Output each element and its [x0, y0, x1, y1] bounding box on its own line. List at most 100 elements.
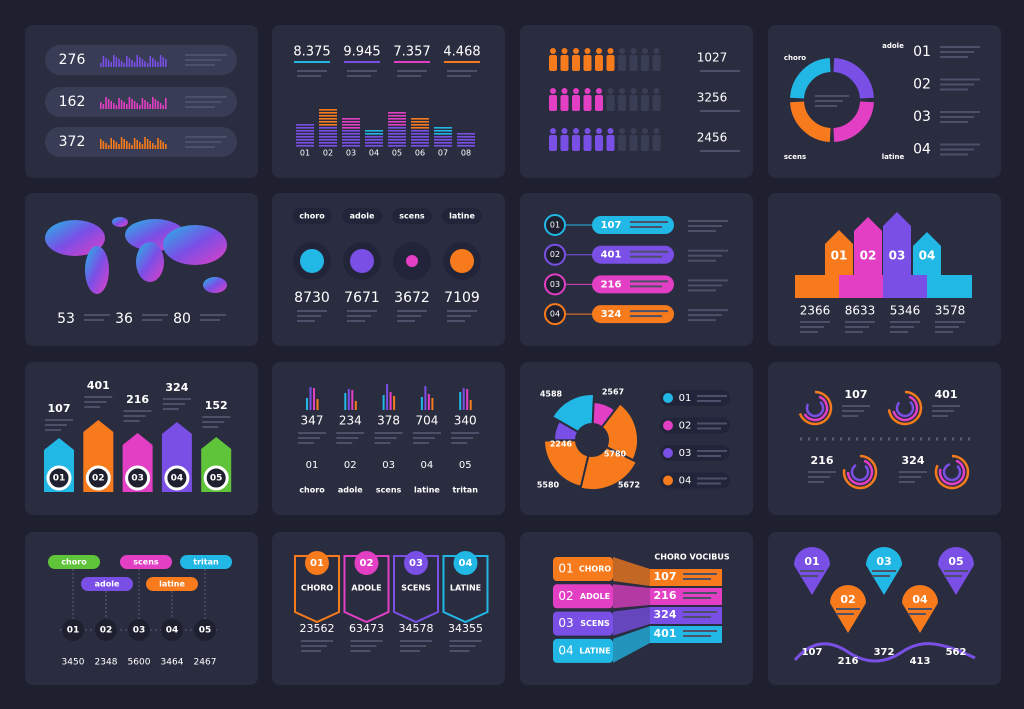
column-line [388, 115, 406, 117]
column-line [388, 124, 406, 126]
timeline-tag [48, 555, 100, 569]
column-line [319, 124, 337, 126]
column-line [319, 145, 337, 147]
circle-label: scens [399, 212, 425, 221]
person-body [618, 55, 626, 71]
sparkline-bar [144, 61, 146, 67]
person-body [606, 55, 615, 71]
placeholder-line [202, 426, 219, 428]
column-line [365, 145, 383, 147]
donut-label: adole [882, 42, 904, 50]
stat-pill [45, 127, 237, 157]
placeholder-line [451, 442, 468, 444]
badge-outline [343, 555, 390, 624]
column-line [342, 127, 360, 129]
timeline-number: 05 [199, 626, 212, 636]
person-body [560, 95, 569, 111]
mini-bar-number: 03 [382, 460, 395, 471]
placeholder-line [162, 408, 179, 410]
person-head [619, 88, 625, 94]
placeholder-line [202, 421, 225, 423]
placeholder-line [688, 225, 722, 227]
circle-label: latine [449, 212, 475, 221]
mini-bar-number: 01 [306, 460, 319, 471]
column-line [319, 118, 337, 120]
placeholder-line [688, 289, 716, 292]
sparkline-bar [146, 102, 149, 109]
pin-number: 04 [912, 593, 928, 606]
funnel-label: LATINE [579, 646, 610, 655]
column-line [411, 139, 429, 141]
sparkline-bar [141, 59, 144, 67]
sparkline-bar [102, 56, 105, 67]
mini-bar [382, 395, 385, 410]
column-line [319, 142, 337, 144]
placeholder-line [185, 136, 227, 138]
ring-value: 216 [811, 454, 834, 467]
placeholder-line [944, 570, 968, 572]
timeline-tag [120, 555, 172, 569]
sparkline-bar [144, 137, 146, 149]
timeline-value: 5600 [128, 658, 151, 668]
timeline-node [95, 619, 117, 641]
sparkline-bar [105, 143, 107, 149]
person-head [573, 48, 579, 54]
pin-number: 05 [948, 555, 963, 568]
sparkline-bar [133, 138, 136, 149]
placeholder-line [400, 650, 420, 652]
placeholder-line [800, 321, 830, 323]
placeholder-line [688, 309, 728, 312]
badge-value: 34578 [399, 622, 434, 635]
map-value: 80 [173, 311, 191, 327]
sparkline-bar [126, 104, 128, 109]
mini-bar-label: choro [299, 486, 325, 495]
pill-number-ring [544, 214, 566, 236]
funnel-value: 324 [654, 608, 677, 621]
sparkline-bar [102, 104, 105, 109]
pie-legend-number: 02 [679, 421, 692, 432]
mini-bar-value: 340 [454, 414, 477, 428]
sparkline-bar [136, 103, 138, 109]
placeholder-line [297, 315, 321, 317]
placeholder-line [697, 400, 721, 402]
person-body [606, 135, 615, 151]
placeholder-line [940, 78, 980, 81]
pill-number-ring [544, 273, 566, 296]
placeholder-line [899, 476, 921, 478]
pill-number: 04 [550, 310, 560, 319]
sparkline-bar [131, 99, 133, 109]
placeholder-line [630, 226, 662, 228]
badge-circle [305, 551, 329, 575]
placeholder-line [162, 403, 185, 405]
placeholder-line [84, 314, 110, 316]
circle-label: choro [299, 212, 325, 221]
sparkline-bar [115, 105, 118, 109]
funnel-left [553, 611, 613, 636]
placeholder-line [200, 319, 220, 321]
placeholder-line [350, 640, 383, 642]
column-line [457, 142, 475, 144]
column-line [457, 133, 475, 135]
person-head [573, 128, 579, 134]
pie-legend-dot [663, 420, 673, 431]
sparkline-bar [118, 144, 120, 149]
pie-slice [553, 419, 580, 442]
placeholder-line [700, 70, 740, 72]
mini-bar [313, 388, 315, 410]
sparkline-bar [102, 141, 105, 149]
sparkline-bar [139, 142, 141, 149]
arrow-number: 05 [210, 474, 223, 484]
placeholder-line [630, 310, 668, 313]
steps-base-segment [883, 275, 927, 298]
person-body [549, 95, 557, 111]
placeholder-line [842, 410, 864, 412]
pie-label: 5672 [618, 481, 640, 490]
placeholder-line [45, 429, 61, 431]
placeholder-line [800, 331, 818, 333]
column-line [388, 136, 406, 138]
placeholder-line [350, 645, 377, 647]
sparkline-bar [113, 55, 115, 67]
person-body [641, 95, 649, 111]
panel [272, 193, 505, 346]
person-head [653, 128, 660, 134]
